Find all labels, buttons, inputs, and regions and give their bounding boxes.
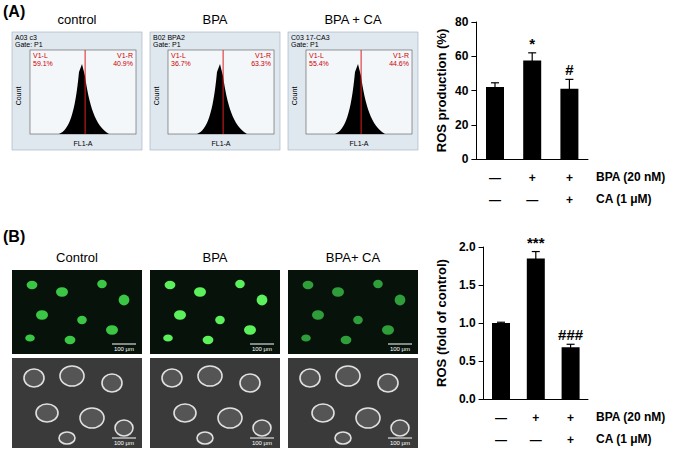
svg-text:100 μm: 100 μm xyxy=(252,440,272,446)
svg-text:60: 60 xyxy=(455,49,469,63)
svg-text:FL1-A: FL1-A xyxy=(73,140,92,147)
svg-text:+: + xyxy=(566,171,573,185)
svg-text:59.1%: 59.1% xyxy=(33,60,53,67)
svg-text:BPA + CA: BPA + CA xyxy=(324,12,382,27)
svg-text:V1-R: V1-R xyxy=(393,52,409,59)
svg-text:Gate: P1: Gate: P1 xyxy=(15,41,43,48)
svg-text:100 μm: 100 μm xyxy=(114,346,134,352)
svg-text:—: — xyxy=(495,433,507,447)
svg-text:V1-L: V1-L xyxy=(171,52,186,59)
svg-text:BPA: BPA xyxy=(202,250,227,265)
svg-text:ROS (fold of control): ROS (fold of control) xyxy=(434,259,449,387)
svg-text:FL1-A: FL1-A xyxy=(211,140,230,147)
svg-text:###: ### xyxy=(558,326,584,343)
svg-text:44.6%: 44.6% xyxy=(389,60,409,67)
svg-text:BPA (20 nM): BPA (20 nM) xyxy=(596,170,665,184)
svg-text:+: + xyxy=(567,411,574,425)
svg-text:2.0: 2.0 xyxy=(459,240,476,254)
svg-text:CA (1 μM): CA (1 μM) xyxy=(596,432,652,446)
svg-text:(B): (B) xyxy=(3,228,25,245)
svg-text:Count: Count xyxy=(153,87,160,106)
svg-text:ROS production (%): ROS production (%) xyxy=(434,29,449,153)
svg-text:100 μm: 100 μm xyxy=(390,346,410,352)
svg-text:Gate: P1: Gate: P1 xyxy=(153,41,181,48)
svg-text:63.3%: 63.3% xyxy=(251,60,271,67)
svg-text:BPA (20 nM): BPA (20 nM) xyxy=(596,410,665,424)
svg-text:CA (1 μM): CA (1 μM) xyxy=(596,192,652,206)
svg-text:—: — xyxy=(526,193,538,207)
svg-text:100 μm: 100 μm xyxy=(114,440,134,446)
svg-text:V1-R: V1-R xyxy=(255,52,271,59)
svg-text:20: 20 xyxy=(455,118,469,132)
svg-text:40: 40 xyxy=(455,84,469,98)
svg-text:#: # xyxy=(565,61,574,78)
svg-text:0.5: 0.5 xyxy=(459,354,476,368)
svg-text:—: — xyxy=(495,411,507,425)
svg-text:100 μm: 100 μm xyxy=(252,346,272,352)
svg-text:BPA+ CA: BPA+ CA xyxy=(326,250,381,265)
svg-text:A03 c3: A03 c3 xyxy=(15,34,37,41)
svg-text:36.7%: 36.7% xyxy=(171,60,191,67)
svg-text:Count: Count xyxy=(15,87,22,106)
svg-text:—: — xyxy=(530,433,542,447)
svg-text:—: — xyxy=(489,193,501,207)
svg-text:80: 80 xyxy=(455,15,469,29)
svg-text:C03 17-CA3: C03 17-CA3 xyxy=(291,34,330,41)
svg-text:*: * xyxy=(529,35,535,52)
svg-text:+: + xyxy=(529,171,536,185)
svg-text:Control: Control xyxy=(56,250,98,265)
svg-text:V1-L: V1-L xyxy=(309,52,324,59)
svg-text:Count: Count xyxy=(291,87,298,106)
svg-text:BPA: BPA xyxy=(202,12,227,27)
svg-text:control: control xyxy=(57,12,96,27)
svg-text:0.0: 0.0 xyxy=(459,392,476,406)
svg-text:+: + xyxy=(566,193,573,207)
svg-text:***: *** xyxy=(527,234,545,251)
svg-text:1.5: 1.5 xyxy=(459,278,476,292)
svg-text:+: + xyxy=(567,433,574,447)
svg-text:—: — xyxy=(489,171,501,185)
svg-text:55.4%: 55.4% xyxy=(309,60,329,67)
svg-text:FL1-A: FL1-A xyxy=(349,140,368,147)
svg-text:1.0: 1.0 xyxy=(459,316,476,330)
svg-text:B02 BPA2: B02 BPA2 xyxy=(153,34,185,41)
svg-text:40.9%: 40.9% xyxy=(113,60,133,67)
svg-text:V1-R: V1-R xyxy=(117,52,133,59)
svg-text:V1-L: V1-L xyxy=(33,52,48,59)
svg-text:100 μm: 100 μm xyxy=(390,440,410,446)
svg-text:(A): (A) xyxy=(3,3,25,20)
svg-text:Gate: P1: Gate: P1 xyxy=(291,41,319,48)
svg-text:+: + xyxy=(532,411,539,425)
svg-text:0: 0 xyxy=(462,152,469,166)
